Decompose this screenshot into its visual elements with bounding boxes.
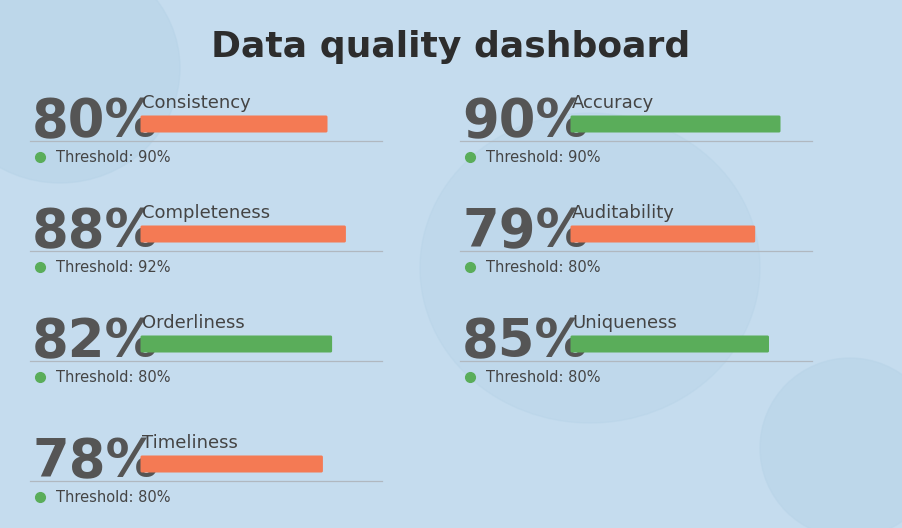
Text: 80%: 80% [32, 96, 158, 148]
Text: Threshold: 80%: Threshold: 80% [56, 489, 170, 504]
Text: Completeness: Completeness [142, 204, 270, 222]
Text: Threshold: 80%: Threshold: 80% [486, 259, 601, 275]
Text: Orderliness: Orderliness [142, 314, 244, 332]
Text: 82%: 82% [32, 316, 159, 368]
FancyBboxPatch shape [570, 335, 769, 353]
Ellipse shape [0, 0, 180, 183]
FancyBboxPatch shape [141, 456, 323, 473]
Text: Auditability: Auditability [572, 204, 675, 222]
Text: 85%: 85% [462, 316, 588, 368]
Text: Timeliness: Timeliness [142, 434, 238, 452]
Text: Data quality dashboard: Data quality dashboard [211, 30, 691, 64]
Text: Threshold: 80%: Threshold: 80% [486, 370, 601, 384]
FancyBboxPatch shape [141, 335, 332, 353]
Text: Uniqueness: Uniqueness [572, 314, 676, 332]
Ellipse shape [420, 113, 760, 423]
Text: 90%: 90% [462, 96, 588, 148]
Text: 88%: 88% [32, 206, 159, 258]
Text: Threshold: 80%: Threshold: 80% [56, 370, 170, 384]
Text: Threshold: 90%: Threshold: 90% [486, 149, 601, 165]
Ellipse shape [760, 358, 902, 528]
FancyBboxPatch shape [141, 225, 345, 242]
FancyBboxPatch shape [570, 116, 780, 133]
FancyBboxPatch shape [570, 225, 755, 242]
Text: Consistency: Consistency [142, 94, 251, 112]
FancyBboxPatch shape [141, 116, 327, 133]
Text: Threshold: 90%: Threshold: 90% [56, 149, 170, 165]
Text: 79%: 79% [462, 206, 588, 258]
Text: Threshold: 92%: Threshold: 92% [56, 259, 170, 275]
Text: Accuracy: Accuracy [572, 94, 654, 112]
Text: 78%: 78% [32, 436, 159, 488]
